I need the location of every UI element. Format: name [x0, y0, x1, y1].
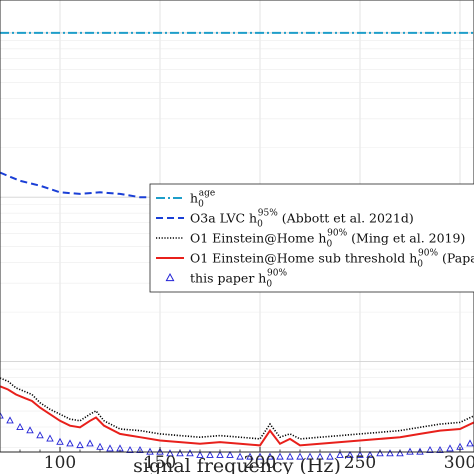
data-point-marker [156, 447, 164, 455]
data-point-marker [276, 452, 284, 460]
legend-label-subscript: 0 [326, 240, 332, 250]
legend-item-subthr: O1 Einstein@Home sub threshold h090% (Pa… [156, 249, 474, 270]
data-point-marker [376, 449, 384, 457]
legend-label-superscript: 90% [327, 229, 347, 239]
data-point-marker [16, 422, 24, 430]
data-point-marker [106, 444, 114, 452]
legend-label-text: h [190, 191, 198, 206]
legend-label-subscript: 0 [198, 200, 204, 210]
legend-label-subscript: 0 [417, 260, 423, 270]
legend-box [149, 183, 474, 293]
legend-item-ming: O1 Einstein@Home h090% (Ming et al. 2019… [156, 229, 465, 250]
data-point-marker [56, 437, 64, 445]
data-point-marker [96, 442, 104, 450]
data-point-marker [6, 416, 14, 424]
data-point-marker [406, 447, 414, 455]
x-axis-ticks: 100 150 200 250 300 [19, 447, 474, 473]
legend-label-suffix: (Ming et al. 2019) [347, 231, 465, 246]
data-point-marker [136, 446, 144, 454]
series-subthr [0, 385, 474, 447]
x-tick-label: 300 [444, 453, 474, 473]
data-point-marker [316, 452, 324, 460]
x-tick-label: 100 [44, 453, 76, 473]
legend-item-this: this paper h090% [165, 269, 287, 290]
legend-label-superscript: age [199, 189, 215, 199]
legend-label-superscript: 90% [267, 269, 287, 279]
legend-label-superscript: 95% [258, 209, 278, 219]
legend-label: O1 Einstein@Home h090% (Ming et al. 2019… [190, 229, 465, 250]
data-point-marker [76, 441, 84, 449]
x-tick-label: 150 [144, 453, 176, 473]
data-point-marker [336, 450, 344, 458]
data-point-marker [146, 447, 154, 455]
legend-label-subscript: 0 [266, 280, 272, 290]
x-axis-label: signal frequency (Hz) [133, 455, 341, 474]
legend-label: h0age [190, 189, 215, 210]
data-point-marker [296, 452, 304, 460]
data-point-marker [66, 439, 74, 447]
legend-label-subscript: 0 [257, 220, 263, 230]
data-point-marker [196, 450, 204, 458]
data-point-marker [356, 450, 364, 458]
data-point-marker [386, 449, 394, 457]
data-point-marker [396, 449, 404, 457]
data-point-marker [286, 452, 294, 460]
legend-label-text: O1 Einstein@Home sub threshold h [190, 251, 417, 266]
legend-label-text: this paper h [190, 271, 266, 286]
x-tick-label: 200 [244, 453, 276, 473]
data-point-marker [186, 449, 194, 457]
data-point-marker [326, 452, 334, 460]
legend-label-suffix: (Papa et [438, 251, 474, 266]
data-point-marker [426, 446, 434, 454]
legend-label-superscript: 90% [418, 249, 438, 259]
data-point-marker [216, 450, 224, 458]
data-point-marker [226, 450, 234, 458]
data-point-marker [436, 446, 444, 454]
data-point-marker [26, 426, 34, 434]
legend-item-age: h0age [156, 189, 215, 210]
legend-item-o3a: O3a LVC h095% (Abbott et al. 2021d) [156, 209, 414, 230]
data-point-marker [246, 452, 254, 460]
data-point-marker [206, 450, 214, 458]
data-point-marker [126, 446, 134, 454]
legend-label: O1 Einstein@Home sub threshold h090% (Pa… [190, 249, 474, 270]
data-point-marker [256, 452, 264, 460]
legend-marker [165, 272, 175, 282]
data-point-marker [46, 434, 54, 442]
series-ming [0, 377, 474, 440]
data-point-marker [236, 452, 244, 460]
data-point-marker [266, 452, 274, 460]
series-line [0, 385, 474, 447]
data-point-marker [416, 447, 424, 455]
data-point-marker [366, 450, 374, 458]
data-point-marker [176, 449, 184, 457]
legend-label-text: O3a LVC h [190, 211, 257, 226]
legend-label-text: O1 Einstein@Home h [190, 231, 326, 246]
data-point-marker [86, 439, 94, 447]
data-point-marker [306, 452, 314, 460]
legend-label: O3a LVC h095% (Abbott et al. 2021d) [190, 209, 414, 230]
data-point-marker [166, 449, 174, 457]
series-line [0, 377, 474, 440]
data-point-marker [346, 450, 354, 458]
data-point-marker [466, 439, 474, 447]
legend-label: this paper h090% [190, 269, 287, 290]
legend-label-suffix: (Abbott et al. 2021d) [278, 211, 414, 226]
series-this [0, 411, 474, 460]
data-point-marker [446, 444, 454, 452]
x-tick-label: 250 [344, 453, 376, 473]
plot-frame [0, 0, 474, 453]
data-point-marker [36, 431, 44, 439]
data-point-marker [0, 411, 4, 419]
